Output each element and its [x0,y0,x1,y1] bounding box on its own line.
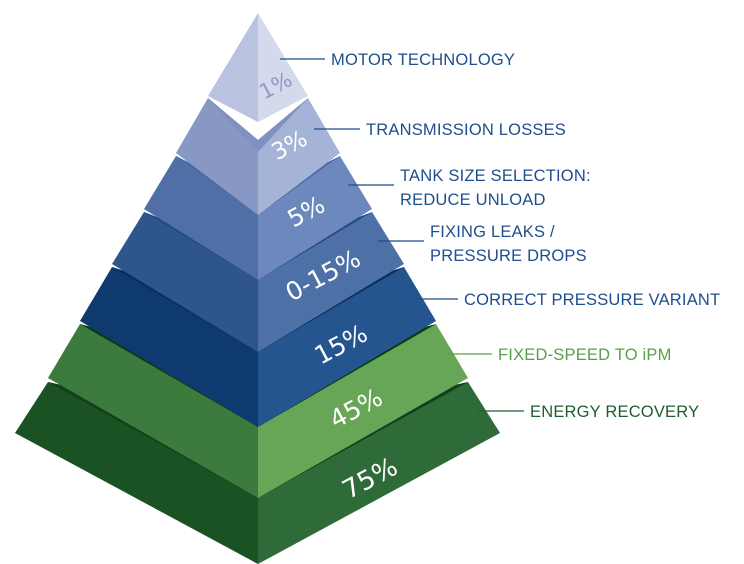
tier-transmission [176,98,340,215]
label-fixed-speed: FIXED-SPEED TO iPM [498,346,672,364]
label-transmission-losses: TRANSMISSION LOSSES [366,121,566,139]
label-correct-pressure: CORRECT PRESSURE VARIANT [464,291,720,309]
label-fixing-leaks-line-2: PRESSURE DROPS [430,247,587,265]
tier-1-right-face [258,13,308,122]
label-tank-size-line-2: REDUCE UNLOAD [400,191,546,209]
tier-1-left-face [208,13,258,122]
tier-2-ledge [208,98,308,152]
label-motor-technology: MOTOR TECHNOLOGY [331,51,515,69]
label-energy-recovery: ENERGY RECOVERY [530,403,699,421]
category-labels: MOTOR TECHNOLOGY TRANSMISSION LOSSES TAN… [331,51,720,421]
tier-motor-technology [208,13,308,122]
label-fixing-leaks-line-1: FIXING LEAKS / [430,223,555,241]
label-tank-size-line-1: TANK SIZE SELECTION: [400,167,591,185]
leader-lines [280,58,524,412]
